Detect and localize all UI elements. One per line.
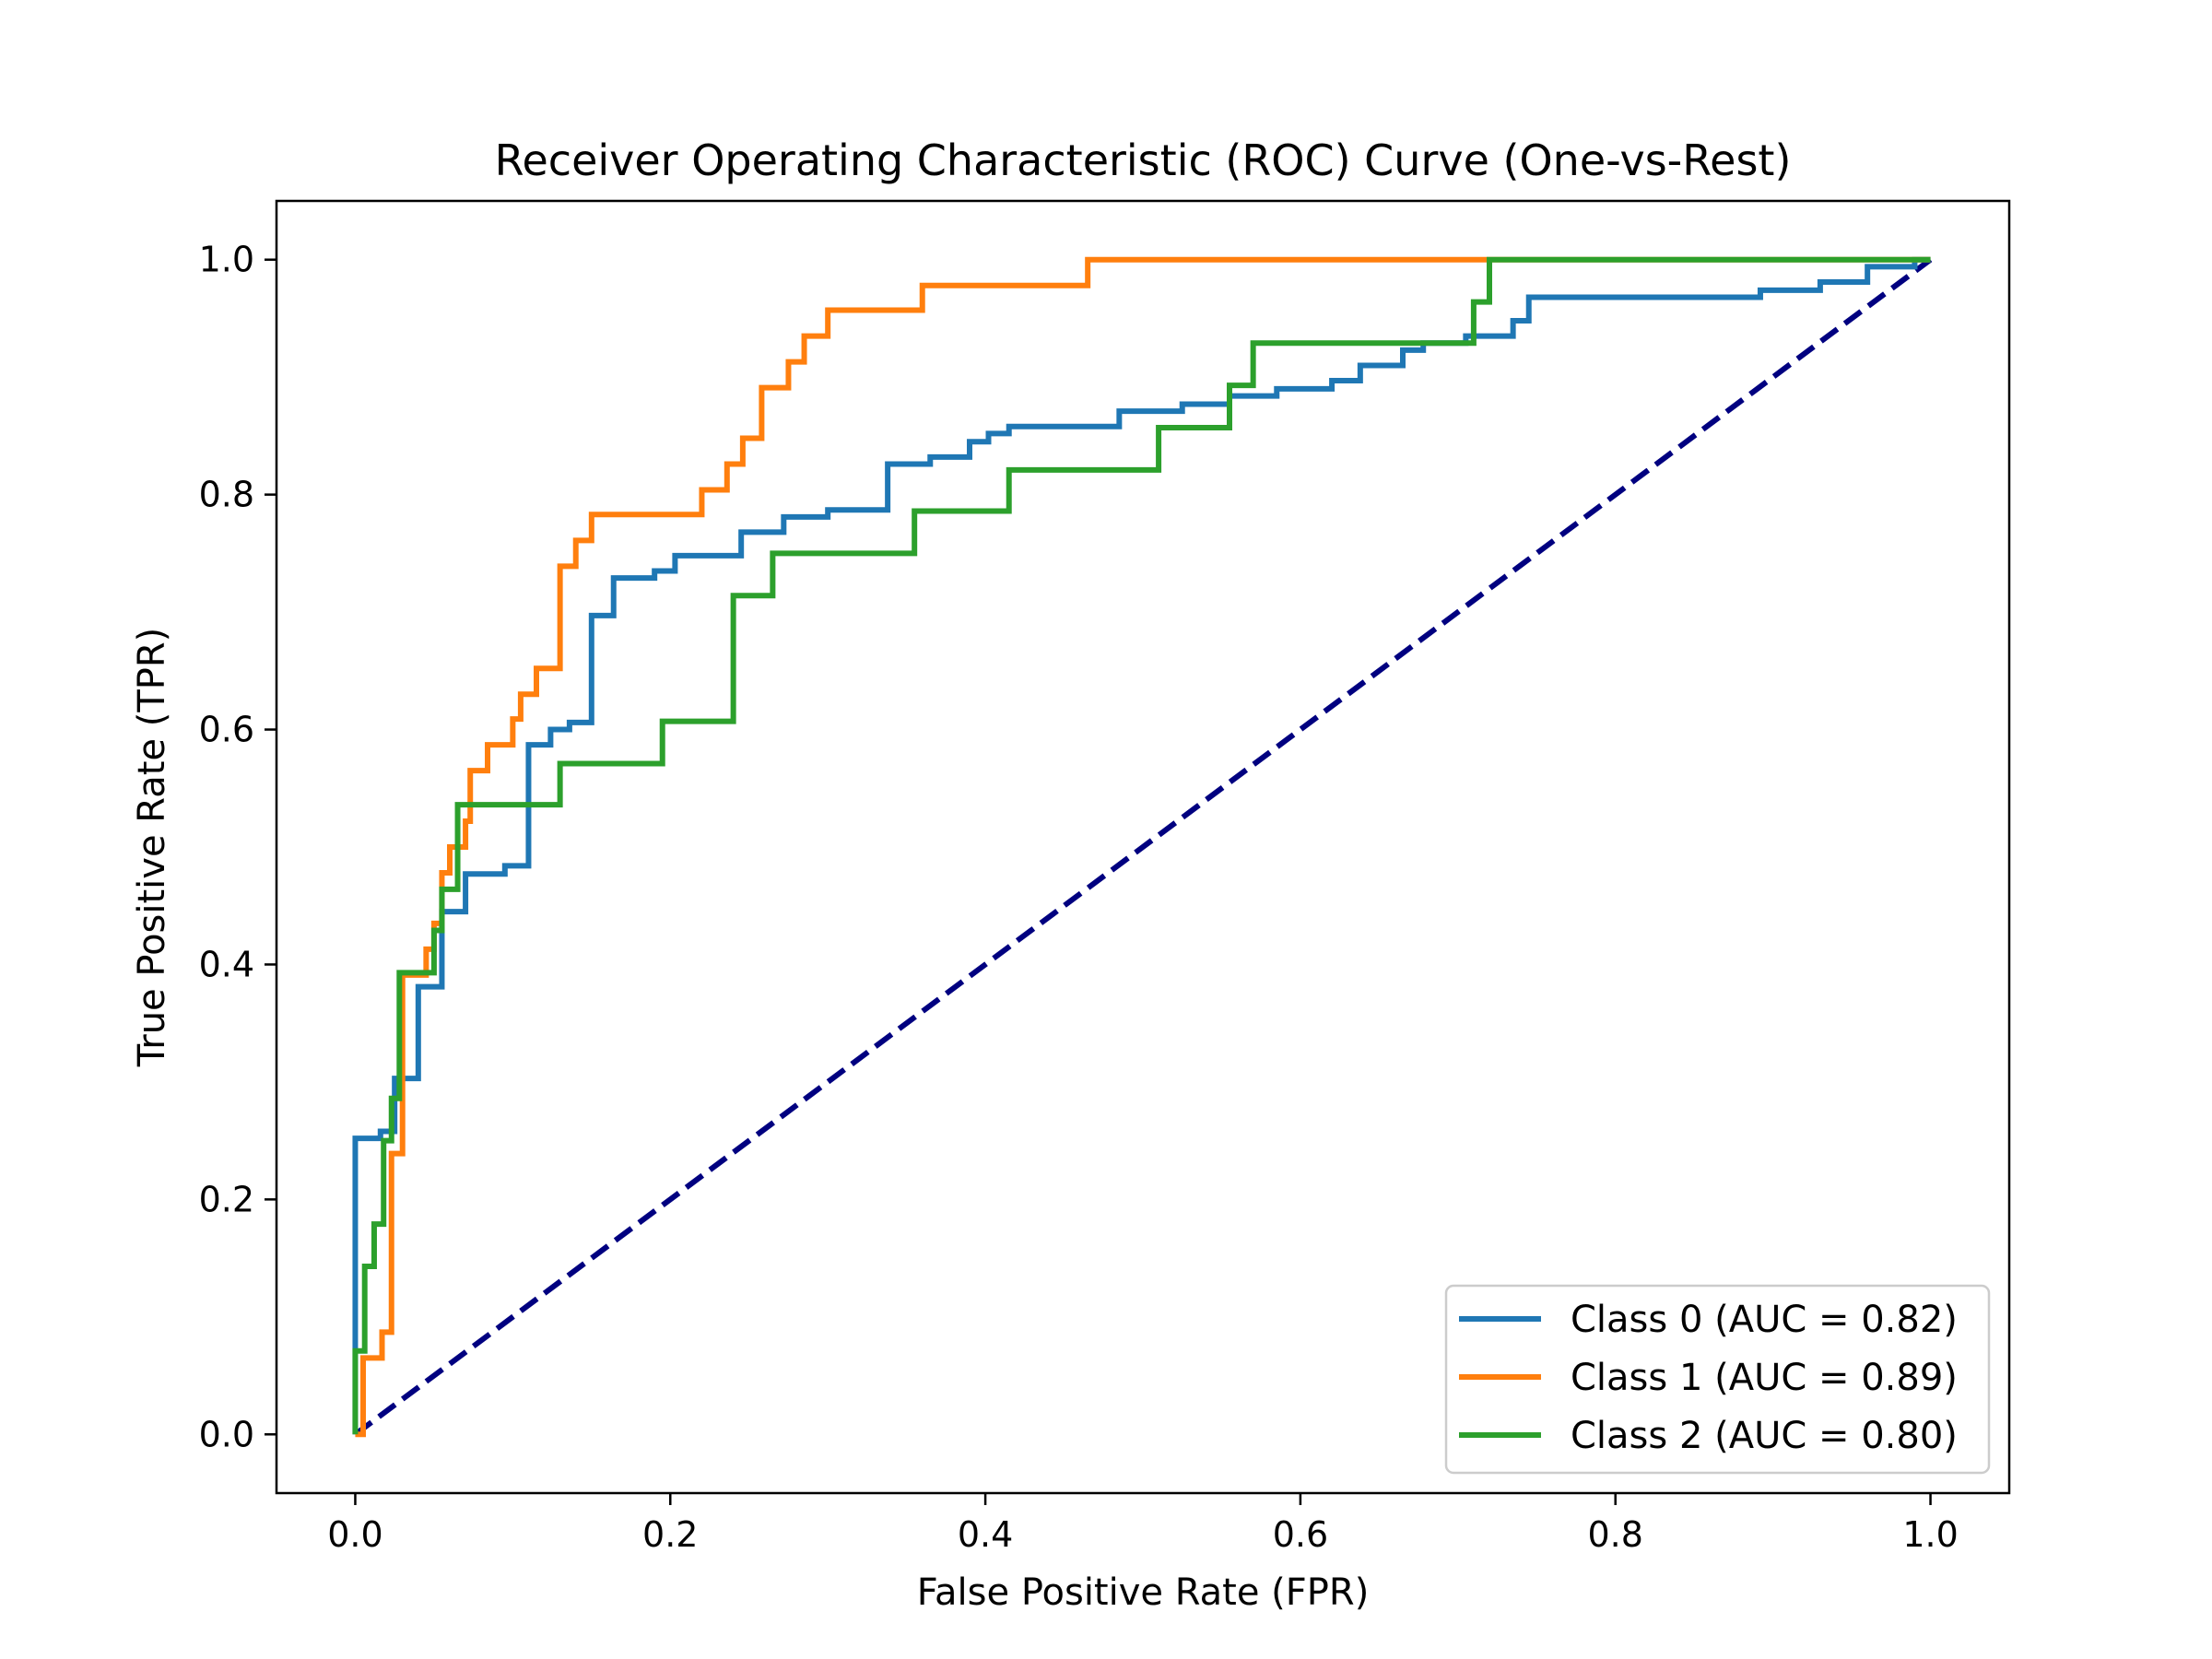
y-tick-label: 1.0: [199, 240, 254, 280]
y-tick-label: 0.2: [199, 1179, 254, 1219]
y-tick-label: 0.4: [199, 944, 254, 984]
x-tick-label: 0.2: [642, 1514, 698, 1555]
reference-diagonal-layer: [353, 257, 1933, 1437]
y-axis: 0.0 0.2 0.4 0.6 0.8 1.0: [199, 240, 276, 1454]
series-line-class-0: [352, 256, 1931, 1435]
legend-label-class-2: Class 2 (AUC = 0.80): [1571, 1415, 1958, 1457]
x-tick-label: 0.4: [958, 1514, 1013, 1555]
series-layer: [352, 256, 1931, 1438]
y-tick-label: 0.0: [199, 1414, 254, 1454]
y-tick-label: 0.6: [199, 710, 254, 750]
x-tick-label: 0.6: [1273, 1514, 1328, 1555]
y-tick-label: 0.8: [199, 475, 254, 515]
x-tick-label: 0.8: [1588, 1514, 1643, 1555]
x-axis: 0.0 0.2 0.4 0.6 0.8 1.0: [327, 1493, 1959, 1555]
chart-title: Receiver Operating Characteristic (ROC) …: [495, 135, 1792, 185]
series-line-class-2: [352, 256, 1931, 1435]
legend-label-class-1: Class 1 (AUC = 0.89): [1571, 1357, 1958, 1399]
legend: Class 0 (AUC = 0.82) Class 1 (AUC = 0.89)…: [1444, 1284, 1991, 1475]
x-tick-label: 1.0: [1902, 1514, 1958, 1555]
legend-box: [1444, 1284, 1991, 1475]
reference-diagonal-line: [353, 257, 1933, 1437]
x-tick-label: 0.0: [327, 1514, 382, 1555]
y-axis-label: True Positive Rate (TPR): [131, 628, 173, 1068]
plot-frame: [275, 199, 2011, 1495]
x-axis-label: False Positive Rate (FPR): [917, 1571, 1370, 1614]
legend-label-class-0: Class 0 (AUC = 0.82): [1571, 1299, 1958, 1341]
